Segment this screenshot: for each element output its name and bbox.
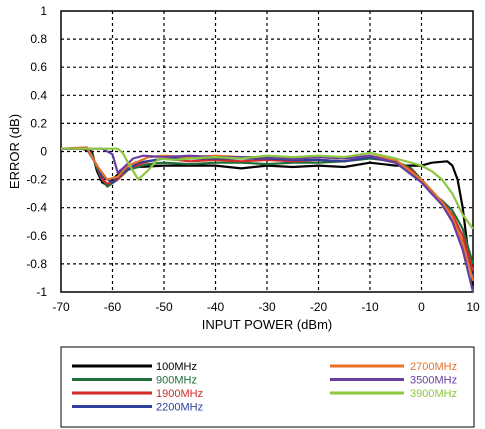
x-tick-label: -40 (207, 300, 225, 314)
y-tick-label: 0.2 (30, 116, 47, 130)
legend-label: 3900MHz (410, 388, 457, 400)
x-tick-labels: -70 -60 -50 -40 -30 -20 -10 0 10 (52, 300, 480, 314)
y-axis-title: ERROR (dB) (7, 114, 22, 189)
legend-label: 1900MHz (156, 388, 203, 400)
legend-frame (60, 346, 475, 428)
x-tick-label: -10 (361, 300, 379, 314)
y-tick-label: 0.4 (30, 88, 47, 102)
y-tick-label: -0.2 (26, 173, 47, 187)
y-tick-label: -0.8 (26, 257, 47, 271)
x-tick-label: -50 (155, 300, 173, 314)
x-tick-label: -60 (104, 300, 122, 314)
y-tick-labels: 1 0.8 0.6 0.4 0.2 0 -0.2 -0.4 -0.6 -0.8 -1 (26, 4, 47, 299)
legend-label: 2700MHz (410, 361, 457, 373)
y-tick-label: 0.8 (30, 32, 47, 46)
legend-label: 2200MHz (156, 402, 203, 414)
x-tick-label: 10 (466, 300, 480, 314)
y-tick-label: 1 (40, 4, 47, 18)
x-tick-label: -20 (310, 300, 328, 314)
legend-label: 900MHz (156, 375, 197, 387)
y-tick-label: -0.4 (26, 201, 47, 215)
series-line-3900mhz (61, 147, 474, 230)
plot-area (60, 10, 475, 293)
x-axis-title: INPUT POWER (dBm) (202, 317, 333, 332)
x-tick-label: 0 (418, 300, 425, 314)
series-line-3500mhz (61, 147, 475, 293)
y-tick-label: -0.6 (26, 229, 47, 243)
legend-label: 3500MHz (410, 375, 457, 387)
y-tick-label: 0 (40, 145, 47, 159)
y-tick-label: -1 (36, 285, 47, 299)
x-tick-label: -30 (258, 300, 276, 314)
x-tick-label: -70 (52, 300, 70, 314)
grid (61, 11, 473, 292)
legend-label: 100MHz (156, 361, 197, 373)
series-layer (60, 146, 475, 293)
y-tick-label: 0.6 (30, 60, 47, 74)
